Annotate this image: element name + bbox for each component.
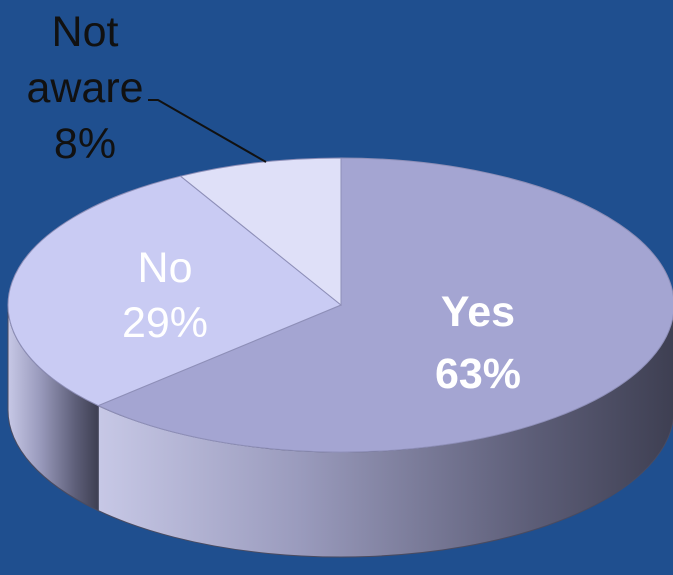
slice-label-not-aware-line1: Not <box>52 8 119 56</box>
slice-value-no: 29% <box>122 299 208 347</box>
pie-labels: Yes 63% No 29% Not aware 8% <box>26 8 521 398</box>
slice-value-not-aware: 8% <box>54 120 116 168</box>
pie-top-slices <box>7 157 673 453</box>
slice-label-yes: Yes <box>441 288 515 336</box>
not-aware-leader-line <box>148 99 267 163</box>
slice-not-aware <box>179 157 342 307</box>
slice-value-yes: 63% <box>435 350 521 398</box>
slice-label-no: No <box>138 244 193 292</box>
slice-label-not-aware-line2: aware <box>26 64 143 112</box>
slice-no <box>7 175 342 407</box>
slice-yes <box>97 157 673 453</box>
